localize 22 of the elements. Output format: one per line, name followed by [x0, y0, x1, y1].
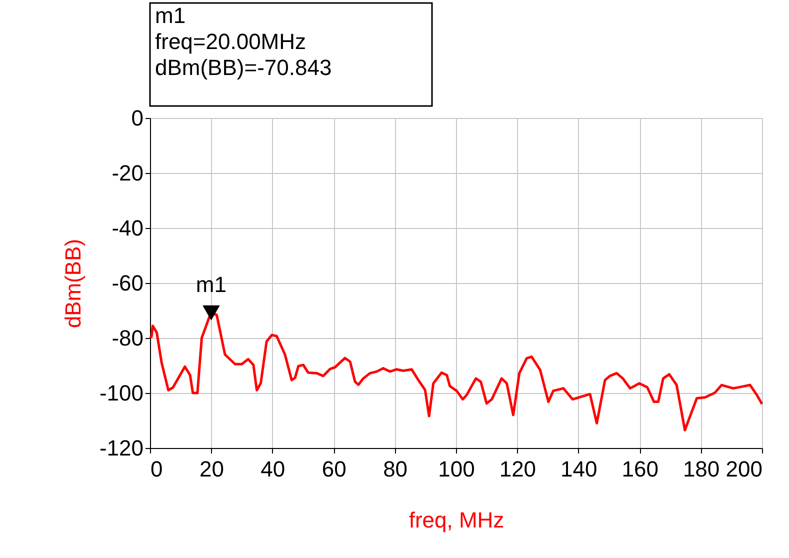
x-tick-label: 140: [560, 456, 598, 482]
y-tick-label: -100: [99, 380, 144, 406]
y-tick-label: -80: [112, 326, 144, 350]
x-tick-label: 160: [622, 456, 658, 482]
y-tick-label: -40: [112, 216, 144, 240]
x-tick-label: 180: [682, 456, 720, 482]
y-tick-label: -120: [99, 436, 144, 460]
x-axis-title: freq, MHz: [408, 508, 504, 532]
x-tick-label: 60: [322, 456, 346, 482]
x-tick-label: 100: [438, 456, 475, 482]
text: m1 freq=20.00MHz dBm(BB)=-70.843: [155, 3, 332, 80]
x-tick-label: 200: [726, 456, 762, 482]
y-tick-label: -20: [112, 160, 144, 186]
x-tick-label: 40: [260, 456, 286, 482]
annotation: m1: [196, 272, 226, 297]
x-tick-label: 120: [499, 456, 536, 482]
x-tick-label: 0: [150, 456, 163, 482]
y-axis-title: dBm(BB): [60, 238, 86, 328]
y-tick-label: -60: [112, 270, 144, 296]
y-tick-label: 0: [131, 106, 144, 130]
x-tick-label: 80: [383, 456, 408, 482]
x-tick-label: 20: [199, 456, 224, 482]
